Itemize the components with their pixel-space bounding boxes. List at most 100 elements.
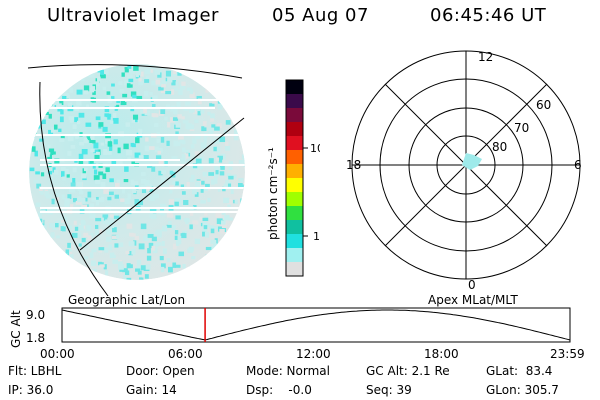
- speckle-cell: [203, 276, 208, 280]
- timeline-y-axis-label: GC Alt: [9, 310, 23, 348]
- speckle-cell: [244, 111, 245, 118]
- speckle-cell: [140, 223, 147, 230]
- speckle-cell: [73, 229, 78, 235]
- speckle-cell: [189, 88, 194, 95]
- speckle-cell: [59, 99, 64, 106]
- speckle-cell: [190, 144, 195, 149]
- speckle-cell: [240, 65, 245, 72]
- speckle-cell: [138, 128, 143, 135]
- colorbar-step: [286, 164, 303, 179]
- speckle-cell: [203, 143, 207, 149]
- speckle-cell: [219, 165, 225, 170]
- speckle-cell: [92, 140, 96, 144]
- speckle-cell: [234, 129, 240, 135]
- speckle-cell: [93, 175, 100, 181]
- speckle-cell: [155, 242, 162, 246]
- speckle-cell: [47, 154, 53, 160]
- speckle-cell: [157, 150, 161, 154]
- speckle-cell: [123, 274, 127, 280]
- speckle-cell: [230, 233, 235, 239]
- speckle-cell: [131, 118, 136, 123]
- speckle-cell: [240, 184, 244, 189]
- speckle-cell: [34, 150, 38, 157]
- speckle-cell: [78, 65, 83, 71]
- speckle-cell: [229, 265, 234, 271]
- speckle-cell: [106, 277, 111, 280]
- polar-plot: 12 18 6 0 60 70 80: [346, 50, 582, 292]
- speckle-cell: [130, 91, 137, 97]
- speckle-cell: [109, 252, 115, 259]
- speckle-cell: [80, 67, 86, 71]
- speckle-cell: [80, 173, 87, 179]
- speckle-cell: [188, 246, 194, 252]
- speckle-cell: [132, 114, 139, 120]
- speckle-cell: [182, 230, 188, 235]
- speckle-cell: [132, 143, 136, 148]
- speckle-cell: [243, 133, 245, 137]
- speckle-cell: [202, 187, 208, 192]
- speckle-cell: [202, 228, 208, 233]
- speckle-cell: [202, 221, 208, 228]
- timeline-x-tick-1800: 18:00: [424, 347, 459, 361]
- info-mode: Mode: Normal: [246, 364, 330, 378]
- speckle-cell: [118, 264, 124, 270]
- mlt-label-18: 18: [346, 158, 361, 172]
- speckle-cell: [68, 75, 72, 79]
- speckle-cell: [157, 72, 162, 78]
- speckle-cell: [94, 224, 99, 229]
- speckle-cell: [209, 81, 214, 87]
- speckle-cell: [127, 65, 132, 69]
- speckle-cell: [204, 76, 208, 82]
- speckle-cell: [49, 265, 55, 269]
- speckle-cell: [147, 234, 154, 238]
- speckle-cell: [175, 241, 180, 246]
- speckle-cell: [125, 250, 130, 255]
- speckle-cell: [189, 224, 193, 230]
- speckle-cell: [39, 228, 43, 233]
- speckle-cell: [140, 265, 146, 271]
- speckle-cell: [186, 181, 190, 188]
- speckle-cell: [189, 127, 195, 132]
- speckle-cell: [242, 216, 245, 222]
- speckle-cell: [144, 110, 150, 116]
- speckle-cell: [44, 111, 49, 115]
- speckle-cell: [69, 204, 74, 210]
- speckle-cell: [175, 181, 179, 186]
- speckle-cell: [213, 243, 219, 250]
- speckle-cell: [215, 213, 222, 218]
- speckle-cell: [134, 152, 141, 158]
- speckle-cell: [231, 174, 237, 179]
- speckle-cell: [51, 151, 56, 155]
- speckle-cell: [233, 237, 237, 241]
- speckle-cell: [161, 241, 165, 246]
- speckle-cell: [175, 122, 182, 128]
- timeline-frame: [61, 307, 571, 343]
- speckle-cell: [116, 179, 121, 185]
- speckle-cell: [52, 92, 58, 98]
- speckle-cell: [244, 216, 245, 223]
- speckle-cell: [144, 274, 149, 279]
- info-dsp: Dsp: -0.0: [246, 383, 312, 397]
- colorbar-step: [286, 94, 303, 109]
- speckle-cell: [202, 171, 208, 177]
- speckle-cell: [95, 116, 101, 121]
- timeline-x-tick-0000: 00:00: [40, 347, 75, 361]
- speckle-cell: [81, 237, 86, 243]
- speckle-cell: [98, 171, 104, 176]
- mlat-label-70: 70: [514, 121, 529, 135]
- speckle-cell: [181, 154, 186, 160]
- colorbar-gradient: [286, 80, 303, 277]
- speckle-cell: [76, 120, 81, 125]
- speckle-cell: [94, 154, 100, 160]
- speckle-cell: [52, 268, 57, 274]
- speckle-cell: [66, 174, 70, 178]
- speckle-cell: [236, 263, 242, 269]
- speckle-cell: [236, 218, 241, 224]
- speckle-cell: [220, 223, 227, 229]
- speckle-cell: [139, 277, 144, 280]
- speckle-cell: [81, 204, 88, 208]
- speckle-cell: [173, 108, 178, 115]
- speckle-cell: [181, 232, 186, 236]
- speckle-cell: [224, 65, 230, 70]
- speckle-cell: [190, 108, 195, 113]
